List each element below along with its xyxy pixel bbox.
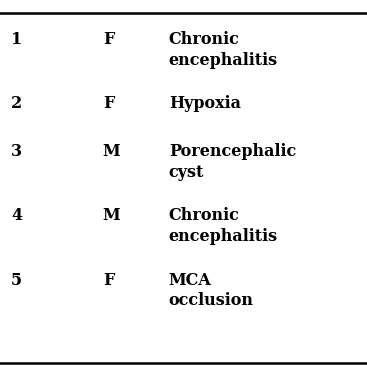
Text: Chronic
encephalitis: Chronic encephalitis	[169, 31, 278, 69]
Text: 1: 1	[11, 31, 22, 48]
Text: 5: 5	[11, 272, 22, 288]
Text: 4: 4	[11, 207, 22, 224]
Text: Chronic
encephalitis: Chronic encephalitis	[169, 207, 278, 245]
Text: M: M	[103, 143, 120, 160]
Text: F: F	[103, 95, 114, 112]
Text: Hypoxia: Hypoxia	[169, 95, 241, 112]
Text: 3: 3	[11, 143, 22, 160]
Text: Porencephalic
cyst: Porencephalic cyst	[169, 143, 296, 181]
Text: MCA
occlusion: MCA occlusion	[169, 272, 254, 309]
Text: 2: 2	[11, 95, 22, 112]
Text: M: M	[103, 207, 120, 224]
Text: F: F	[103, 31, 114, 48]
Text: F: F	[103, 272, 114, 288]
